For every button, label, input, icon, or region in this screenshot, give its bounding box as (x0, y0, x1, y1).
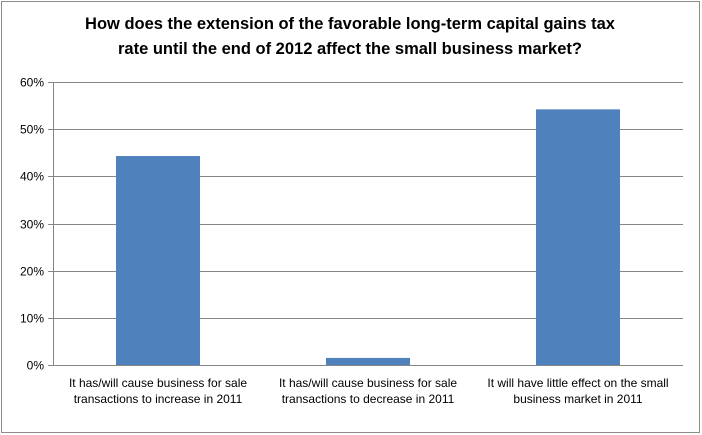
chart-title-line-2: rate until the end of 2012 affect the sm… (118, 40, 582, 58)
x-axis-labels: It has/will cause business for sale trans… (69, 376, 669, 406)
y-tick-label: 0% (27, 359, 45, 373)
bar (536, 109, 620, 366)
chart-title-line-1: How does the extension of the favorable … (85, 15, 615, 33)
chart-title: How does the extension of the favorable … (40, 12, 660, 62)
y-tick-label: 30% (20, 218, 44, 232)
x-category-label: It has/will cause business for sale (279, 376, 457, 390)
axes (53, 82, 683, 366)
x-category-label: business market in 2011 (513, 392, 643, 406)
y-tick-label: 50% (20, 123, 44, 137)
bar (326, 357, 410, 365)
y-tick-label: 10% (20, 312, 44, 326)
y-axis-ticks: 0% 10% 20% 30% 40% 50% 60% (20, 76, 53, 373)
x-category-label: transactions to decrease in 2011 (282, 392, 455, 406)
bar (116, 156, 200, 365)
x-category-label: transactions to increase in 2011 (74, 392, 243, 406)
x-category-label: It has/will cause business for sale (69, 376, 247, 390)
y-tick-label: 20% (20, 265, 44, 279)
x-category-label: It will have little effect on the small (487, 376, 668, 390)
y-tick-label: 40% (20, 170, 44, 184)
y-tick-label: 60% (20, 76, 44, 90)
bars (116, 109, 620, 366)
